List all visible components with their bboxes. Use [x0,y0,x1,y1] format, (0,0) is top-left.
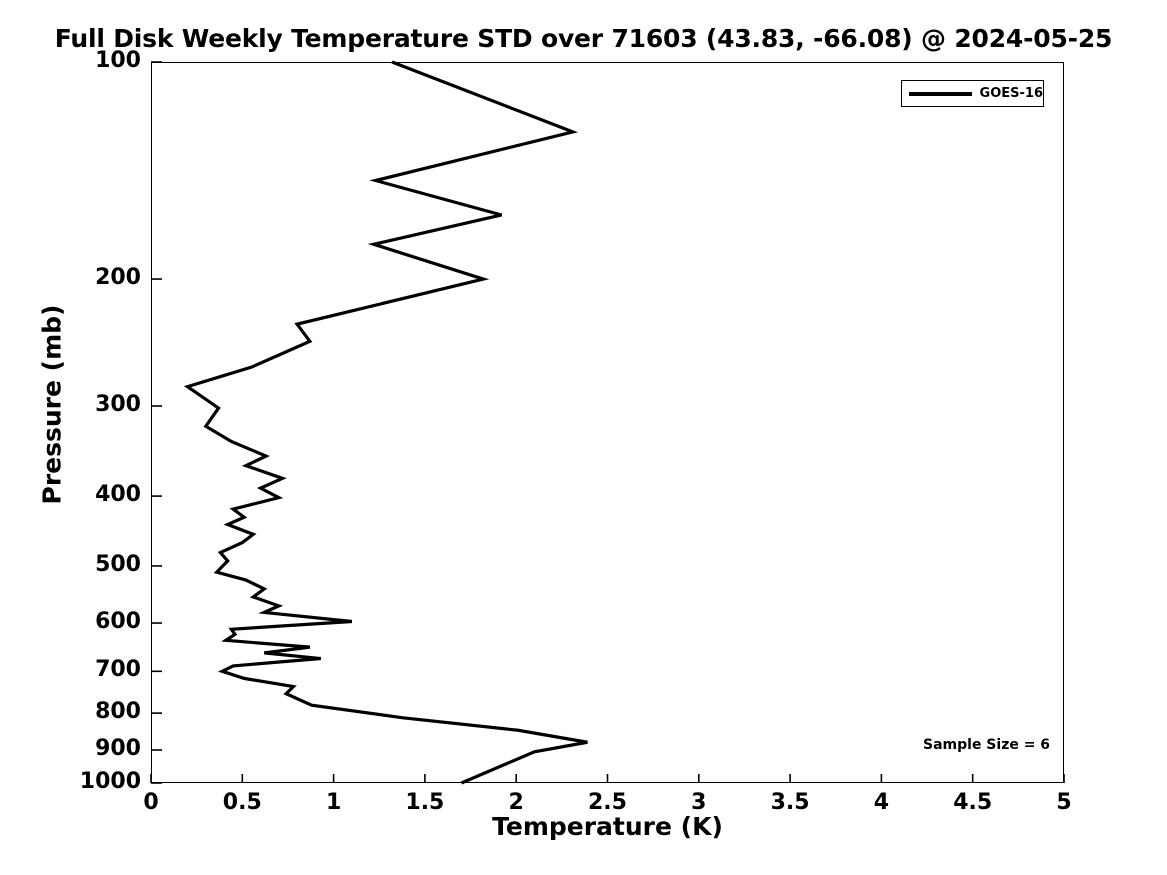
x-tick-label: 3 [691,790,707,815]
x-tick-label: 4 [873,790,890,815]
plot-frame [151,62,1064,783]
chart-title: Full Disk Weekly Temperature STD over 71… [54,24,1113,53]
x-tick-label: 3.5 [770,790,810,815]
legend-line-swatch [909,91,972,96]
y-tick-label: 400 [95,482,141,508]
legend-label: GOES-16 [979,86,1043,101]
y-tick-label: 700 [95,657,141,683]
y-tick-label: 300 [95,392,141,417]
y-tick-label: 100 [95,48,141,73]
y-tick-label: 1000 [79,769,141,794]
x-tick-label: 2 [508,790,524,815]
x-tick-label: 1.5 [405,790,445,815]
x-axis-title: Temperature (K) [492,812,723,841]
y-tick-label: 500 [95,551,141,577]
x-tick-label: 0.5 [222,790,262,815]
x-tick-label: 4.5 [953,790,993,815]
y-tick-label: 600 [95,609,141,635]
x-tick-label: 5 [1056,790,1072,815]
legend[interactable]: GOES-16 [901,80,1044,107]
x-tick-label: 0 [143,790,159,815]
y-tick-label: 200 [95,265,141,291]
x-tick-label: 1 [325,790,342,815]
y-tick-label: 900 [95,736,141,761]
sample-size-annotation: Sample Size = 6 [923,737,1051,753]
x-tick-label: 2.5 [588,790,627,815]
y-tick-label: 800 [95,699,141,725]
